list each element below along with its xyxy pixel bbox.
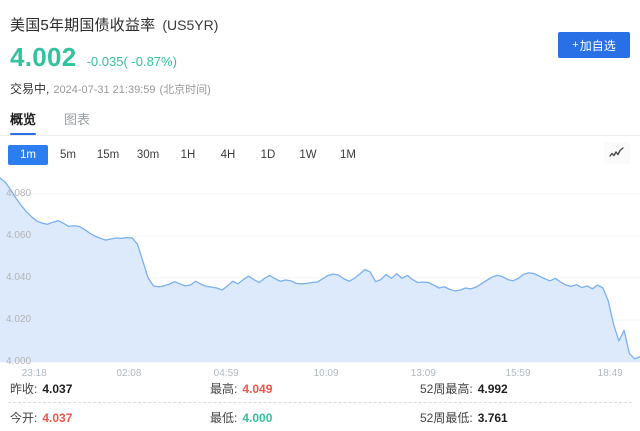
timeframe-5m-label: 5m [60,149,76,161]
security-code: (US5YR) [162,17,219,33]
price-chart[interactable]: 4.080 4.060 4.040 4.020 4.000 23:18 02:08 04:5… [0,171,640,386]
price-change-absolute: -0.035 [86,54,124,69]
price-chart-canvas[interactable] [0,171,640,386]
stat-open-value: 4.037 [42,410,73,425]
tab-overview-label: 概览 [10,112,37,127]
quote-timezone: (北京时间) [159,84,211,96]
stat-prev-close: 昨收: 4.037 [0,380,210,397]
timeframe-15m-label: 15m [96,149,120,161]
timeframe-1d[interactable]: 1D [248,145,288,165]
change-paren-close: ) [172,54,177,69]
market-status: 交易中, [10,82,50,96]
stat-prev-close-label: 昨收: [10,381,38,396]
view-tabs: 概览 图表 [0,97,640,135]
quote-statistics: 昨收: 4.037 最高: 4.049 52周最高: 4.992 今开: 4.0… [0,374,640,431]
stat-low-value: 4.000 [242,410,273,425]
timeframe-1h-label: 1H [180,149,196,161]
stats-row: 昨收: 4.037 最高: 4.049 52周最高: 4.992 [0,374,640,402]
chart-type-toggle-button[interactable] [604,142,630,164]
timeframe-30m[interactable]: 30m [128,145,168,165]
timeframe-1w[interactable]: 1W [288,145,328,165]
security-title-row: 美国5年期国债收益率 (US5YR) [10,14,640,35]
timeframe-15m[interactable]: 15m [88,145,128,165]
timeframe-4h-label: 4H [220,149,236,161]
price-change: -0.035( -0.87%) [87,54,177,69]
timeframe-1m-label: 1m [20,149,36,161]
stat-52w-low: 52周最低: 3.761 [420,409,640,426]
stats-row: 今开: 4.037 最低: 4.000 52周最低: 3.761 [0,403,640,431]
timeframe-1d-label: 1D [260,149,276,161]
stat-high-value: 4.049 [242,381,273,396]
last-price: 4.002 [10,42,77,72]
stat-high: 最高: 4.049 [210,380,420,397]
quote-timestamp: 2024-07-31 21:39:59 [53,84,156,96]
stat-prev-close-value: 4.037 [42,381,73,396]
add-favorite-label: 加自选 [579,38,616,53]
plus-icon: + [572,38,579,51]
price-change-percent: -0.87% [131,54,173,69]
line-chart-icon [609,147,624,157]
stat-52w-low-value: 3.761 [477,410,508,425]
stat-high-label: 最高: [210,381,238,396]
stats-divider-1 [8,402,632,403]
tab-overview[interactable]: 概览 [10,109,37,135]
stat-low-label: 最低: [210,410,238,425]
timeframe-1M[interactable]: 1M [328,145,368,165]
stat-52w-high-value: 4.992 [477,381,508,396]
stat-52w-high-label: 52周最高: [420,381,473,396]
timeframe-1w-label: 1W [299,149,317,161]
market-status-row: 交易中, 2024-07-31 21:39:59 (北京时间) [10,80,640,97]
timeframe-5m[interactable]: 5m [48,145,88,165]
stat-low: 最低: 4.000 [210,409,420,426]
change-paren-open: ( [123,54,132,69]
quote-header: 美国5年期国债收益率 (US5YR) 4.002 -0.035( -0.87%)… [0,0,640,97]
timeframe-1M-label: 1M [340,149,356,161]
timeframe-1m[interactable]: 1m [8,145,48,165]
chart-area-fill [0,178,640,362]
stat-52w-high: 52周最高: 4.992 [420,380,640,397]
tab-charts[interactable]: 图表 [64,109,90,135]
chart-line [0,177,640,360]
stat-52w-low-label: 52周最低: [420,410,473,425]
price-row: 4.002 -0.035( -0.87%) [10,42,640,73]
timeframe-30m-label: 30m [136,149,160,161]
timeframe-4h[interactable]: 4H [208,145,248,165]
timeframe-1h[interactable]: 1H [168,145,208,165]
tab-charts-label: 图表 [64,112,91,127]
security-name: 美国5年期国债收益率 [10,17,156,34]
tabs-divider [0,135,640,136]
stat-open: 今开: 4.037 [0,409,210,426]
stat-open-label: 今开: [10,410,38,425]
timeframe-selector: 1m 5m 15m 30m 1H 4H 1D 1W 1M [8,142,632,167]
add-favorite-button[interactable]: + 加自选 [558,32,630,58]
